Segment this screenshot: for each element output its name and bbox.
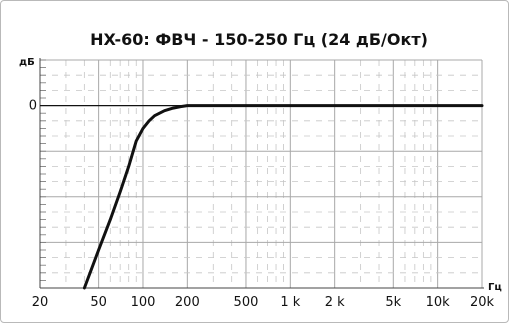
x-tick-label: 20k (470, 295, 495, 310)
x-axis-unit-label: Гц (488, 282, 502, 293)
x-tick-label: 20 (32, 295, 49, 310)
grid-lines (39, 59, 483, 289)
series-layer (82, 104, 484, 290)
y-tick-label: 0 (29, 99, 37, 114)
x-tick-label: 200 (175, 295, 200, 310)
y-axis-unit-label: дБ (19, 57, 35, 68)
x-tick-label: 10k (426, 295, 451, 310)
tick-labels: 20 50 100 200 500 1 k 2 k 5k 10k 20k 0 (29, 99, 495, 310)
x-tick-label: 5k (385, 295, 401, 310)
x-tick-label: 1 k (280, 295, 300, 310)
x-tick-label: 500 (234, 295, 259, 310)
axes (39, 58, 484, 289)
chart-title: HX-60: ФВЧ - 150-250 Гц (24 дБ/Окт) (90, 30, 428, 49)
x-tick-label: 100 (131, 295, 156, 310)
x-tick-label: 2 k (325, 295, 345, 310)
x-tick-label: 50 (90, 295, 107, 310)
response-curve (82, 104, 484, 290)
